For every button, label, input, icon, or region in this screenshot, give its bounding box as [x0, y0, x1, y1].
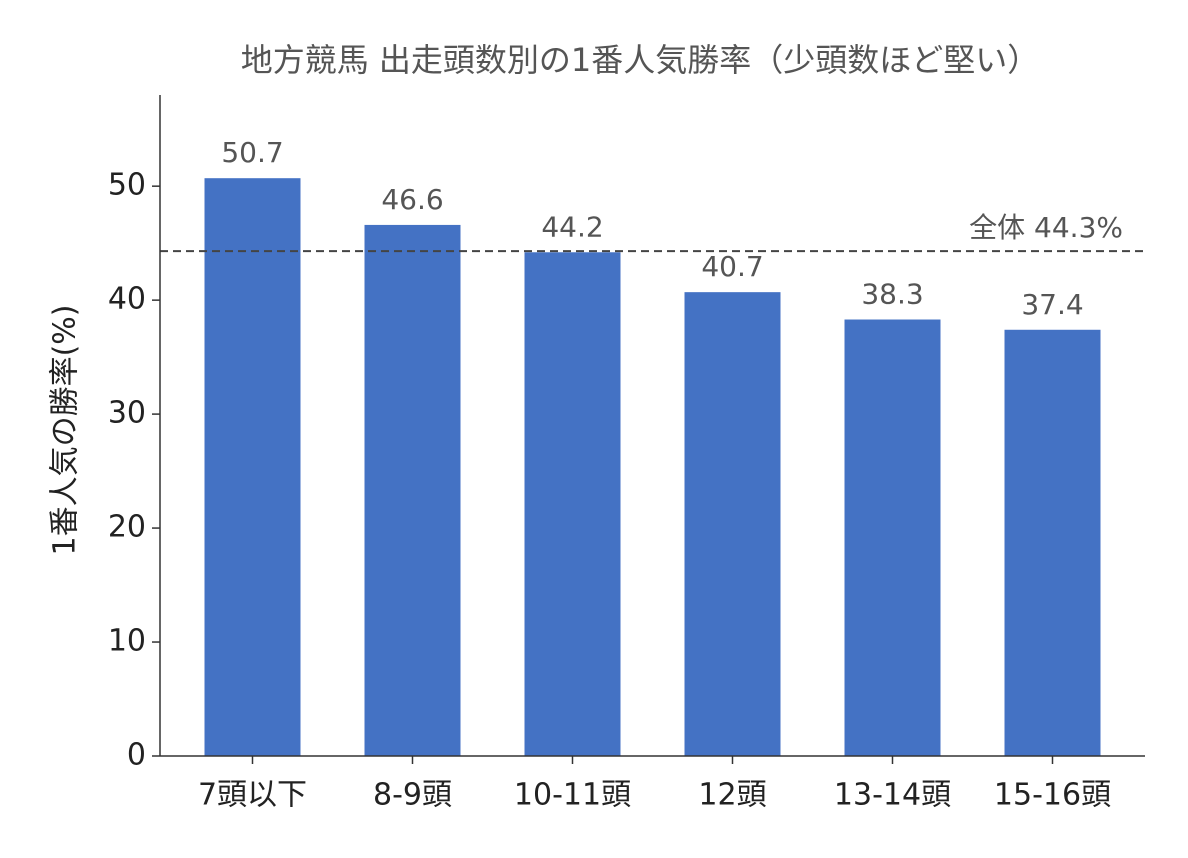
bar [684, 292, 781, 756]
value-label: 40.7 [701, 250, 763, 283]
x-tick-label: 7頭以下 [198, 778, 307, 813]
bar [364, 224, 461, 757]
x-tick-label: 12頭 [698, 778, 766, 813]
bar [204, 178, 301, 756]
y-tick-label: 0 [127, 738, 146, 773]
x-tick-label: 10-11頭 [514, 778, 631, 813]
value-label: 46.6 [381, 183, 443, 216]
x-tick-label: 8-9頭 [373, 778, 452, 813]
bar [524, 252, 621, 757]
x-tick-label: 15-16頭 [994, 778, 1111, 813]
x-tick-label: 13-14頭 [834, 778, 951, 813]
value-label: 50.7 [221, 136, 283, 169]
value-label: 37.4 [1021, 288, 1083, 321]
y-tick-label: 50 [108, 168, 146, 203]
y-tick-label: 40 [108, 282, 146, 317]
y-tick-label: 10 [108, 624, 146, 659]
y-tick-label: 30 [108, 396, 146, 431]
reference-label: 全体 44.3% [969, 211, 1123, 244]
value-label: 44.2 [541, 210, 603, 243]
value-label: 38.3 [861, 278, 923, 311]
y-tick-label: 20 [108, 510, 146, 545]
chart-title: 地方競馬 出走頭数別の1番人気勝率（少頭数ほど堅い） [241, 41, 1040, 79]
bar [844, 319, 941, 756]
y-axis-label: 1番人気の勝率(%) [48, 304, 83, 555]
bar [1004, 329, 1101, 756]
